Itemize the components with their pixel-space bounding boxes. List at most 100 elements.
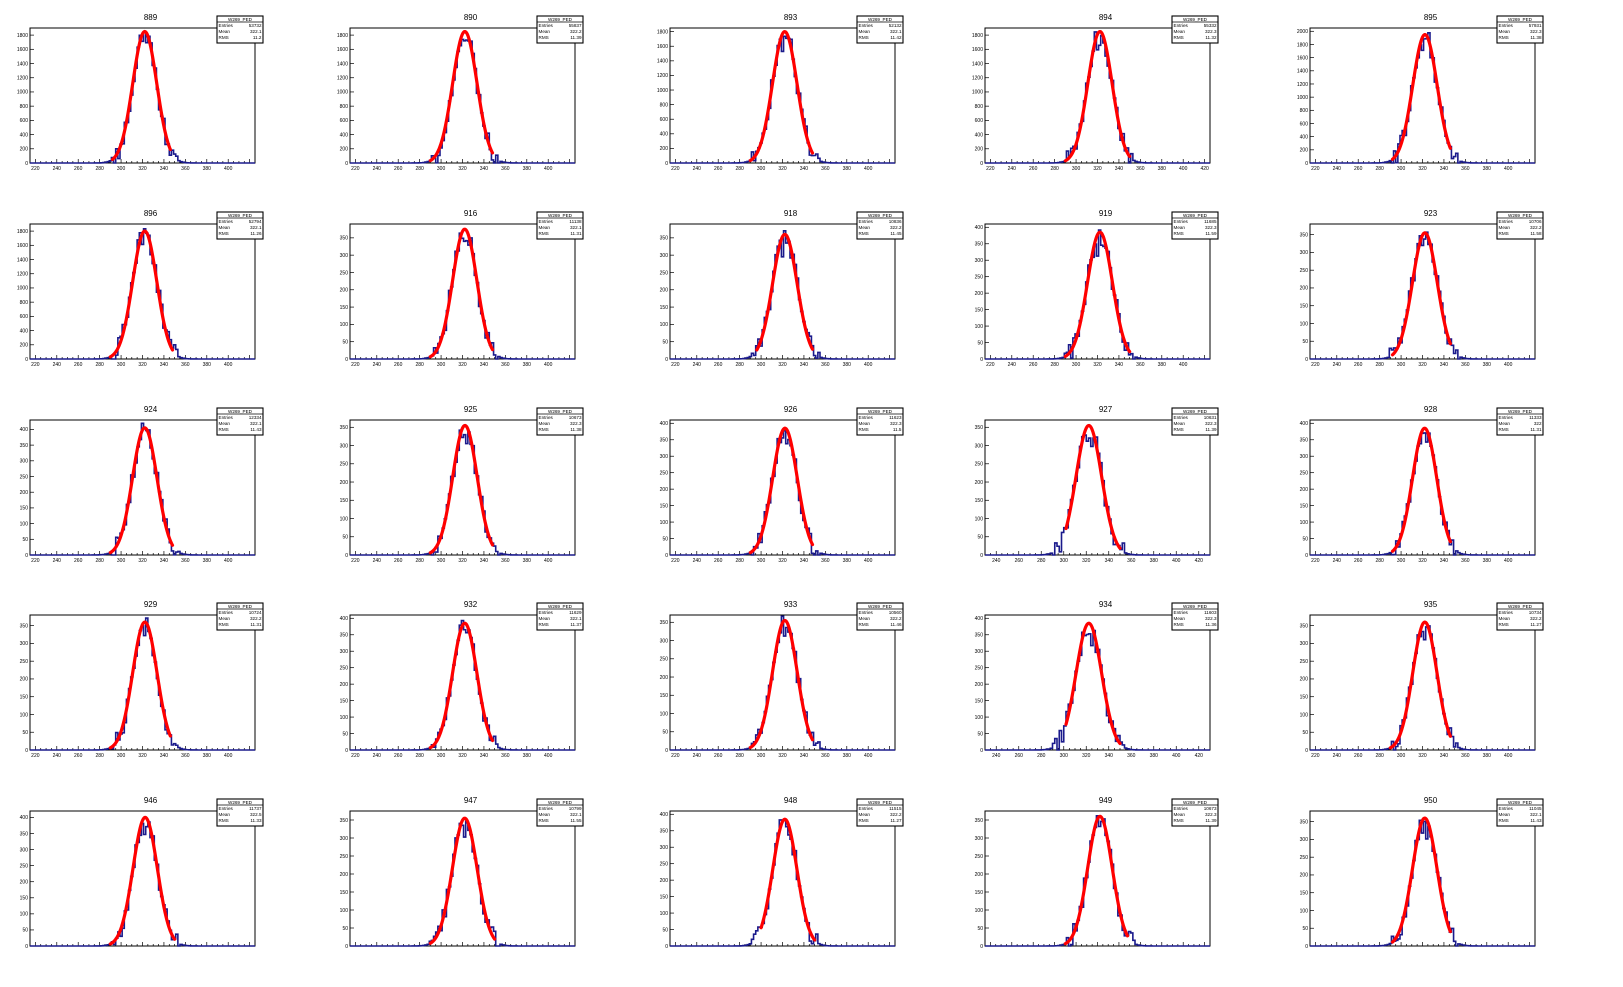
panel-title: 890: [464, 13, 478, 22]
x-tick-label: 220: [1311, 558, 1320, 564]
x-tick-label: 260: [74, 558, 83, 564]
x-tick-label: 220: [31, 362, 40, 368]
stats-value: 322.2: [890, 812, 902, 817]
x-tick-label: 300: [117, 362, 126, 368]
stats-key: Entries: [859, 610, 874, 615]
x-tick-label: 280: [1375, 558, 1384, 564]
plot-frame: [349, 419, 576, 556]
x-tick-label: 280: [95, 362, 104, 368]
x-tick-label: 400: [1179, 362, 1188, 368]
histogram-line: [985, 815, 1210, 947]
x-tick-label: 240: [373, 166, 382, 172]
x-tick-label: 320: [138, 753, 147, 759]
plot-frame: [984, 614, 1211, 751]
x-tick-label: 240: [992, 558, 1001, 564]
x-tick-label: 220: [31, 166, 40, 172]
stats-key: Entries: [859, 219, 874, 224]
y-tick-label: 50: [977, 926, 983, 932]
x-tick-label: 340: [480, 753, 489, 759]
x-tick-label: 380: [1158, 166, 1167, 172]
histogram-line: [1310, 625, 1535, 751]
x-tick-label: 340: [800, 558, 809, 564]
x-tick-label: 400: [1172, 558, 1181, 564]
y-tick-label: 300: [1300, 837, 1309, 843]
x-tick-label: 300: [1060, 753, 1069, 759]
y-tick-label: 100: [340, 908, 349, 914]
panel-title: 933: [784, 600, 798, 609]
histogram-panel-927: 927 50 100 150 200 250 300 350 0 240 260 280 300 320 3…: [975, 405, 1219, 564]
x-tick-label: 220: [351, 362, 360, 368]
y-tick-label: 150: [20, 896, 29, 902]
y-tick-label: 1400: [17, 257, 28, 263]
stats-key: Entries: [1174, 219, 1189, 224]
x-tick-label: 260: [1354, 558, 1363, 564]
stats-value: 11.36: [1205, 622, 1217, 627]
plot-frame: [29, 419, 256, 556]
x-tick-label: 320: [1093, 166, 1102, 172]
x-tick-label: 360: [821, 166, 830, 172]
stats-key: Mean: [1499, 421, 1511, 426]
y-tick-label: 1600: [972, 47, 983, 53]
y-tick-label: 350: [20, 443, 29, 449]
x-tick-label: 220: [31, 753, 40, 759]
y-tick-label: 250: [975, 274, 984, 280]
stats-key: Entries: [539, 23, 554, 28]
stats-value: 322.2: [570, 29, 582, 34]
y-tick-label: 1400: [657, 59, 668, 65]
stats-name: W269_PED: [1183, 604, 1208, 609]
stats-key: RMS: [539, 818, 549, 823]
stats-key: Entries: [219, 415, 234, 420]
y-tick-label: 100: [340, 516, 349, 522]
stats-value: 10799: [569, 806, 582, 811]
stats-name: W269_PED: [1508, 213, 1533, 218]
y-tick-label: 0: [25, 944, 28, 950]
x-tick-label: 380: [523, 558, 532, 564]
stats-key: RMS: [859, 231, 869, 236]
y-tick-label: 0: [345, 161, 348, 167]
stats-key: Entries: [539, 219, 554, 224]
stats-key: Mean: [219, 225, 231, 230]
stats-name: W269_PED: [548, 17, 573, 22]
y-tick-label: 200: [20, 677, 29, 683]
x-tick-label: 380: [203, 753, 212, 759]
y-tick-label: 0: [1305, 748, 1308, 754]
x-tick-label: 260: [74, 753, 83, 759]
x-tick-label: 240: [1333, 753, 1342, 759]
plot-frame: [669, 223, 896, 360]
histogram-line: [30, 821, 255, 947]
y-tick-label: 250: [660, 270, 669, 276]
x-tick-label: 220: [351, 166, 360, 172]
histogram-line: [670, 429, 895, 556]
y-tick-label: 150: [1300, 304, 1309, 310]
x-tick-label: 320: [1418, 166, 1427, 172]
x-tick-label: 320: [458, 166, 467, 172]
y-tick-label: 400: [975, 132, 984, 138]
x-tick-label: 360: [181, 166, 190, 172]
stats-key: RMS: [1174, 427, 1184, 432]
y-tick-label: 800: [975, 104, 984, 110]
x-tick-label: 280: [1050, 166, 1059, 172]
stats-name: W269_PED: [868, 409, 893, 414]
stats-value: 10560: [889, 610, 902, 615]
gaussian-fit-curve: [759, 817, 817, 942]
y-tick-label: 250: [1300, 268, 1309, 274]
stats-value: 11685: [1204, 219, 1217, 224]
y-tick-label: 800: [1300, 108, 1309, 114]
x-tick-label: 260: [1029, 362, 1038, 368]
y-tick-label: 0: [665, 553, 668, 559]
x-tick-label: 280: [735, 362, 744, 368]
y-tick-label: 50: [662, 730, 668, 736]
plot-frame: [1309, 419, 1536, 556]
y-tick-label: 250: [20, 659, 29, 665]
y-tick-label: 200: [20, 490, 29, 496]
x-tick-label: 300: [1072, 166, 1081, 172]
